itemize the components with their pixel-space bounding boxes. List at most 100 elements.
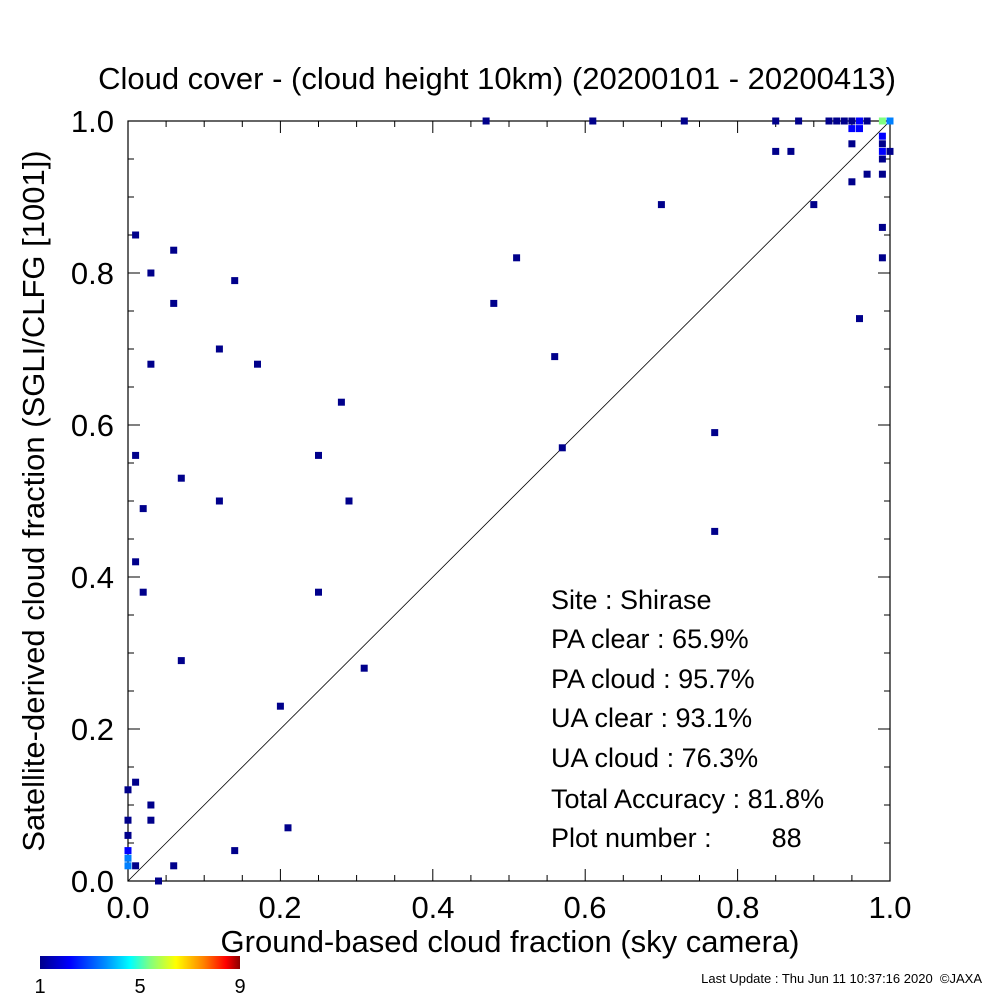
data-point [132, 778, 140, 786]
data-point [680, 117, 688, 125]
data-point [132, 451, 140, 459]
data-point [513, 254, 521, 262]
data-point [795, 117, 803, 125]
data-point [551, 353, 559, 361]
chart-title: Cloud cover - (cloud height 10km) (20200… [98, 61, 896, 96]
y-tick-label-5: 1.0 [71, 104, 114, 139]
data-point [825, 117, 833, 125]
data-point [215, 345, 223, 353]
data-point [856, 117, 863, 125]
stats-pa-cloud: PA cloud : 95.7% [551, 664, 755, 694]
x-axis-label: Ground-based cloud fraction (sky camera) [221, 924, 800, 959]
data-point [848, 178, 856, 186]
stats-ua-cloud: UA cloud : 76.3% [551, 743, 758, 773]
y-tick-label-1: 0.2 [71, 712, 114, 747]
data-point [848, 117, 856, 125]
x-tick-label-1: 0.2 [258, 890, 301, 925]
stats-site: Site : Shirase [551, 585, 712, 615]
colorbar-tick-5: 5 [134, 976, 145, 998]
data-points [124, 117, 894, 885]
data-point [132, 231, 140, 239]
data-point [132, 862, 140, 870]
stats-ua-clear: UA clear : 93.1% [551, 703, 752, 733]
y-tick-label-2: 0.4 [71, 560, 114, 595]
data-point [284, 824, 292, 832]
data-point [886, 117, 894, 125]
data-point [878, 170, 886, 178]
data-point [132, 558, 140, 566]
major-ticks [127, 120, 891, 882]
stats-total-accuracy: Total Accuracy : 81.8% [551, 784, 824, 814]
data-point [345, 497, 353, 505]
data-point [711, 527, 719, 535]
data-point [558, 444, 566, 452]
data-point [589, 117, 597, 125]
data-point [360, 664, 368, 672]
data-point [840, 117, 848, 125]
one-to-one-line [127, 120, 891, 882]
data-point [863, 117, 871, 125]
data-point [231, 277, 239, 285]
data-point [878, 155, 886, 163]
colorbar [40, 956, 240, 969]
data-point [155, 877, 162, 885]
data-point [139, 505, 147, 513]
data-point [878, 132, 886, 140]
data-point [772, 117, 780, 125]
data-point [878, 254, 886, 262]
stats-plot-number: Plot number : 88 [551, 823, 802, 853]
x-tick-label-0: 0.0 [106, 890, 149, 925]
x-tick-label-3: 0.6 [563, 890, 606, 925]
data-point [147, 816, 155, 824]
colorbar-tick-1: 1 [34, 976, 45, 998]
data-point [833, 117, 841, 125]
data-point [276, 702, 284, 710]
data-point [657, 201, 665, 209]
data-point [231, 847, 239, 855]
data-point [711, 429, 719, 437]
data-point [147, 269, 155, 277]
data-point [124, 816, 132, 824]
data-point [177, 657, 185, 665]
last-update-text: Last Update : Thu Jun 11 10:37:16 2020 ©… [701, 971, 982, 986]
data-point [124, 831, 132, 839]
data-point [878, 223, 886, 231]
data-point [878, 140, 886, 148]
data-point [124, 862, 132, 870]
data-point [254, 360, 261, 368]
data-point [170, 299, 178, 307]
data-point [315, 451, 322, 459]
data-point [856, 315, 863, 323]
data-point [177, 474, 185, 482]
data-point [170, 862, 178, 870]
data-point [848, 125, 856, 133]
data-point [886, 147, 894, 155]
y-tick-label-3: 0.6 [71, 408, 114, 443]
data-point [147, 360, 155, 368]
colorbar-tick-9: 9 [234, 976, 245, 998]
y-tick-label-4: 0.8 [71, 256, 114, 291]
data-point [315, 588, 322, 596]
y-axis-label: Satellite-derived cloud fraction (SGLI/C… [16, 150, 51, 851]
data-point [170, 246, 178, 254]
stats-pa-clear: PA clear : 65.9% [551, 624, 749, 654]
data-point [215, 497, 223, 505]
data-point [124, 854, 132, 862]
data-point [810, 201, 818, 209]
data-point [878, 117, 886, 125]
x-tick-label-2: 0.4 [411, 890, 454, 925]
data-point [124, 847, 132, 855]
x-tick-label-4: 0.8 [716, 890, 759, 925]
data-point [490, 299, 498, 307]
data-point [337, 398, 345, 406]
data-point [848, 140, 856, 148]
data-point [863, 170, 871, 178]
data-point [482, 117, 490, 125]
data-point [878, 147, 886, 155]
data-point [856, 125, 863, 133]
data-point [772, 147, 780, 155]
x-tick-label-5: 1.0 [868, 890, 911, 925]
y-tick-label-0: 0.0 [71, 864, 114, 899]
data-point [147, 801, 155, 809]
